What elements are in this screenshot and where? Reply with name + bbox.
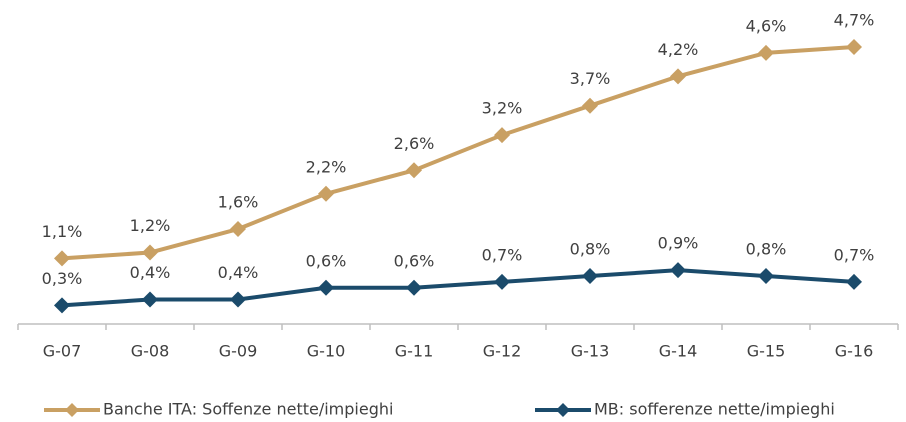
x-tick-label: G-14 [659, 342, 698, 361]
data-label: 3,2% [482, 99, 523, 118]
point-marker [494, 127, 510, 144]
data-label: 0,6% [306, 251, 347, 270]
data-label: 3,7% [570, 69, 611, 88]
data-label: 1,2% [130, 216, 171, 235]
data-label: 4,6% [746, 16, 787, 35]
x-tick-label: G-13 [571, 342, 610, 361]
point-marker [582, 268, 598, 285]
point-marker [758, 44, 774, 61]
point-marker [846, 273, 862, 290]
point-marker [670, 68, 686, 85]
data-label: 0,7% [482, 245, 523, 264]
point-marker [582, 97, 598, 114]
x-tick-label: G-10 [307, 342, 346, 361]
x-tick-label: G-11 [395, 342, 434, 361]
point-marker [318, 279, 334, 296]
legend-marker [556, 403, 570, 417]
point-marker [846, 38, 862, 55]
data-label: 4,7% [834, 10, 875, 29]
x-tick-label: G-12 [483, 342, 522, 361]
data-label: 0,7% [834, 245, 875, 264]
data-label: 0,4% [130, 263, 171, 282]
point-marker [230, 221, 246, 238]
point-marker [406, 279, 422, 296]
data-label: 4,2% [658, 40, 699, 59]
data-label: 0,3% [42, 269, 83, 288]
data-label: 2,2% [306, 157, 347, 176]
series-line [61, 268, 855, 308]
x-tick-label: G-08 [131, 342, 170, 361]
x-tick-label: G-15 [747, 342, 786, 361]
point-marker [54, 250, 70, 267]
x-tick-label: G-09 [219, 342, 258, 361]
x-tick-label: G-07 [43, 342, 82, 361]
point-marker [494, 273, 510, 290]
point-marker [318, 185, 334, 202]
data-label: 0,8% [746, 240, 787, 259]
data-label: 0,9% [658, 234, 699, 253]
point-marker [230, 291, 246, 308]
point-marker [758, 268, 774, 285]
legend-label: MB: sofferenze nette/impieghi [594, 400, 835, 419]
point-marker [406, 162, 422, 179]
legend-marker [65, 403, 79, 417]
point-marker [142, 244, 158, 261]
data-label: 1,6% [218, 193, 259, 212]
data-label: 0,6% [394, 251, 435, 270]
legend-label: Banche ITA: Soffenze nette/impieghi [103, 400, 393, 419]
data-label: 0,8% [570, 240, 611, 259]
x-tick-label: G-16 [835, 342, 874, 361]
point-marker [670, 262, 686, 279]
point-marker [142, 291, 158, 308]
data-label: 2,6% [394, 134, 435, 153]
point-marker [54, 297, 70, 314]
series-line [61, 44, 855, 261]
data-label: 1,1% [42, 222, 83, 241]
data-label: 0,4% [218, 263, 259, 282]
